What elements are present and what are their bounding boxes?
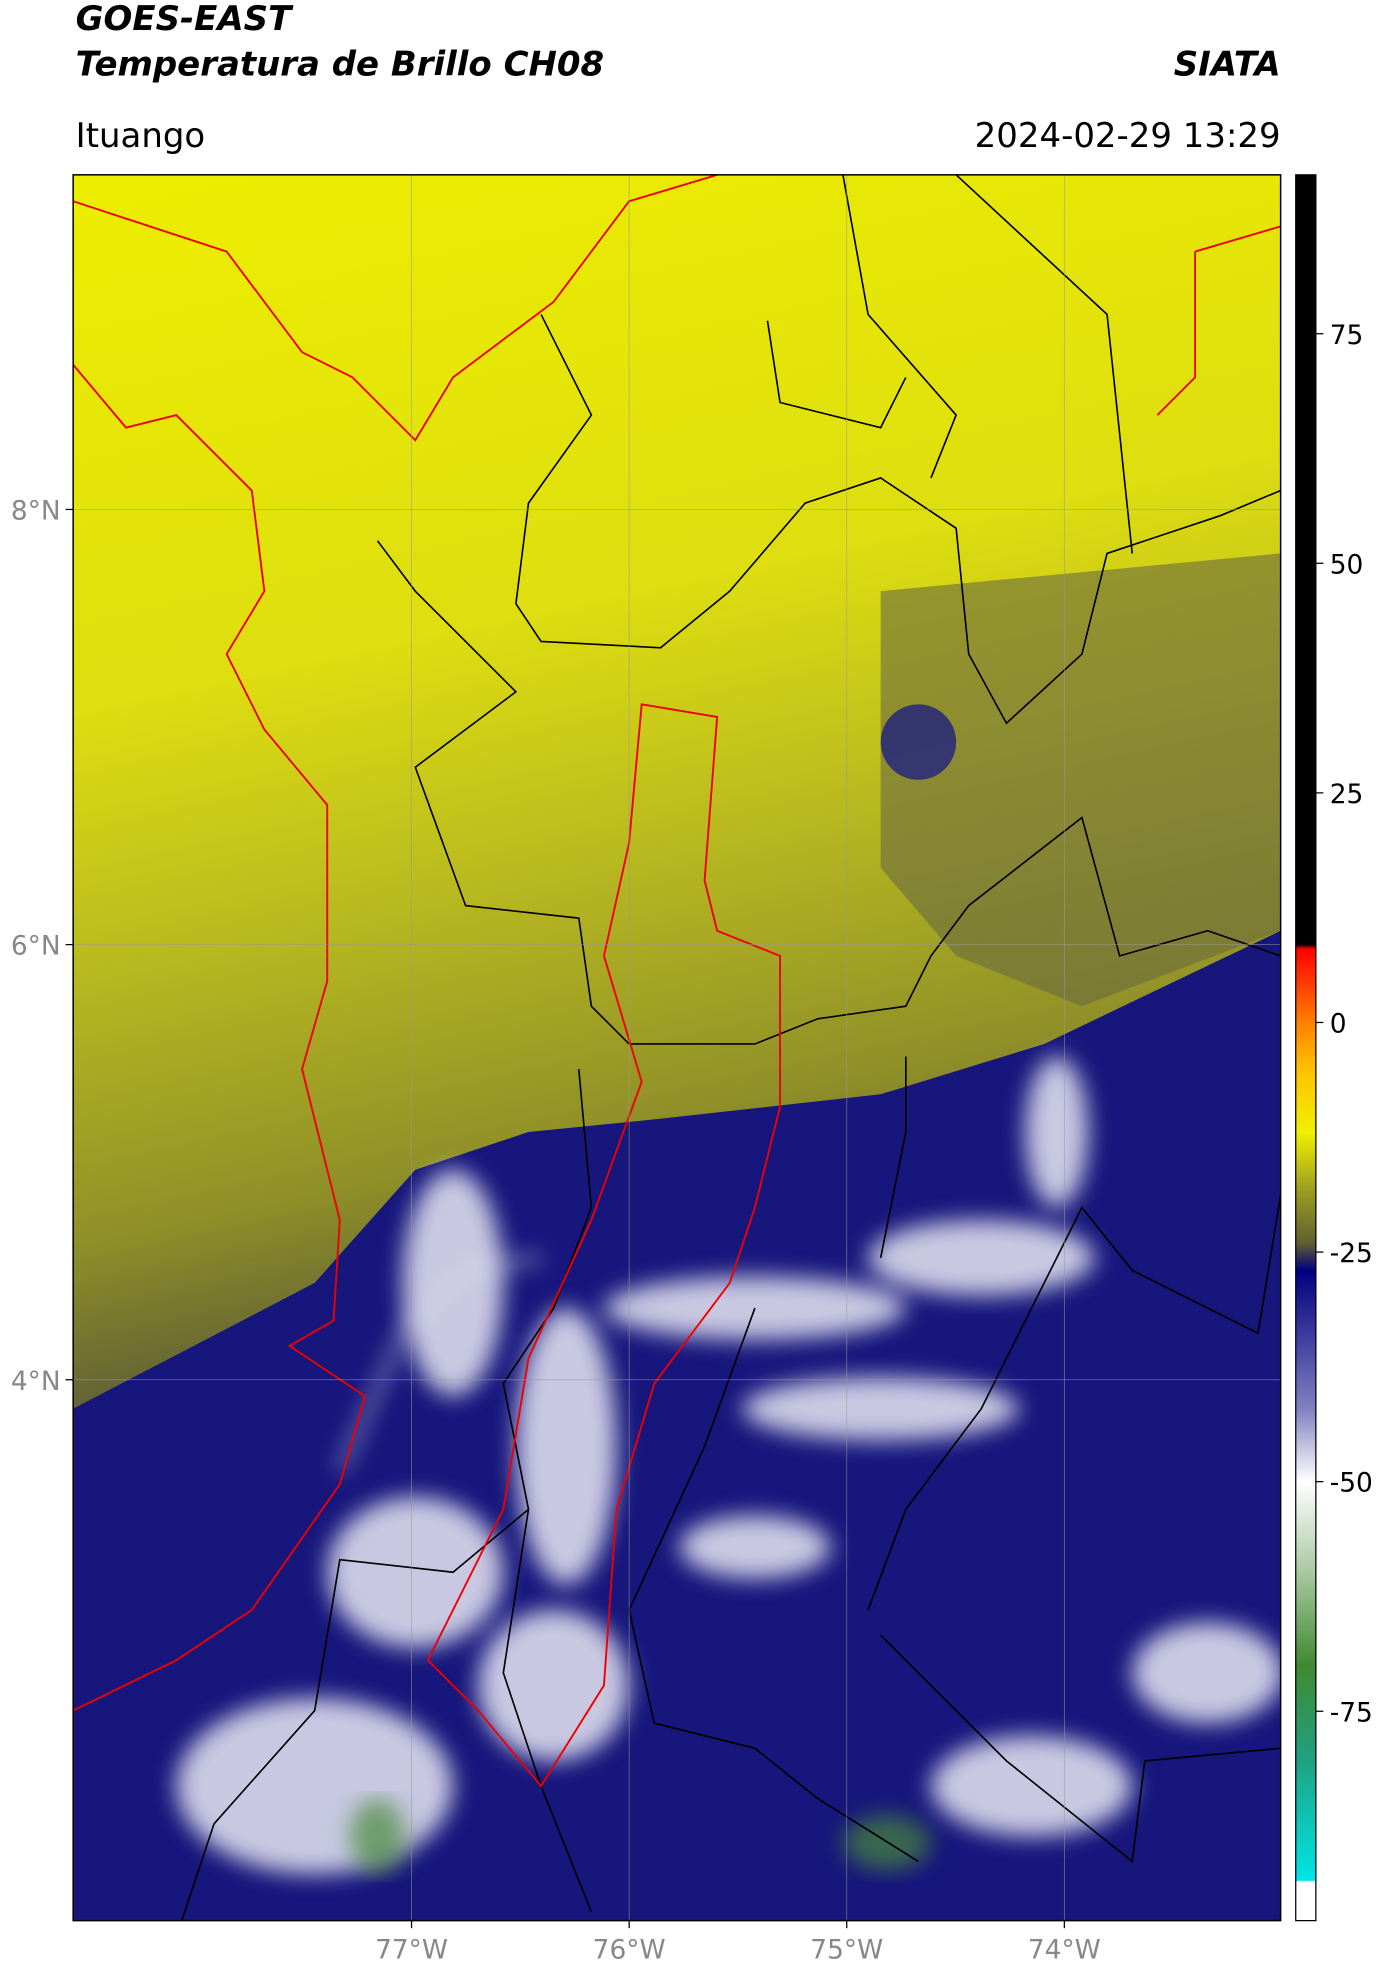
colorbar-label: -75 xyxy=(1330,1697,1373,1728)
satellite: GOES-EAST xyxy=(76,0,294,39)
colorbar-label: 75 xyxy=(1330,320,1364,351)
colorbar-label: 50 xyxy=(1330,549,1364,580)
y-tick-label: 4°N xyxy=(11,1366,61,1397)
colorbar-label: -50 xyxy=(1330,1468,1373,1499)
map-frame xyxy=(72,174,1282,1922)
location: Ituango xyxy=(76,116,206,156)
y-tick-label: 8°N xyxy=(11,496,61,527)
x-tick-label: 77°W xyxy=(375,1934,448,1965)
grid xyxy=(73,174,1281,1921)
colorbar xyxy=(1295,174,1317,1922)
colorbar-label: -25 xyxy=(1330,1238,1373,1269)
y-tick-label: 6°N xyxy=(11,931,61,962)
agency: SIATA xyxy=(1174,44,1281,84)
colorbar-label: 0 xyxy=(1330,1009,1347,1040)
colorbar-label: 25 xyxy=(1330,779,1364,810)
product: Temperatura de Brillo CH08 xyxy=(76,44,604,84)
datetime: 2024-02-29 13:29 xyxy=(975,116,1281,156)
x-tick-label: 75°W xyxy=(810,1934,883,1965)
map-image xyxy=(73,174,1281,1921)
x-tick-label: 74°W xyxy=(1028,1934,1101,1965)
x-tick-label: 76°W xyxy=(593,1934,666,1965)
